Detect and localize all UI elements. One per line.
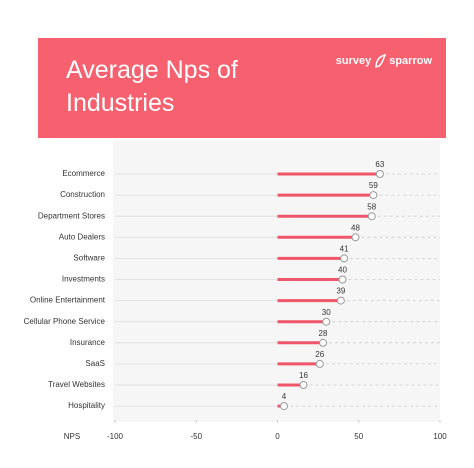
category-label: Online Entertainment	[30, 296, 106, 305]
category-label: Ecommerce	[62, 169, 105, 178]
x-tick-label: 100	[433, 432, 447, 441]
category-label: Insurance	[70, 338, 106, 347]
category-label: Cellular Phone Service	[24, 317, 106, 326]
brand-icon	[375, 54, 387, 68]
value-label: 58	[367, 202, 376, 211]
value-label: 41	[340, 245, 349, 254]
dot	[369, 191, 378, 200]
value-label: 26	[315, 350, 324, 359]
value-label: 16	[299, 371, 308, 380]
dot	[299, 381, 308, 389]
dot	[340, 254, 349, 263]
category-label: SaaS	[85, 359, 105, 368]
dot	[280, 402, 288, 411]
dot	[319, 338, 327, 347]
value-label: 30	[322, 308, 331, 317]
x-tick-label: 0	[275, 432, 280, 441]
dot	[322, 317, 331, 326]
value-label: 28	[319, 329, 328, 338]
category-label: Auto Dealers	[59, 232, 105, 241]
x-tick-label: -100	[107, 432, 124, 441]
x-axis-label: NPS	[64, 432, 80, 441]
dot	[367, 212, 376, 221]
category-label: Software	[73, 254, 105, 263]
value-label: 4	[282, 392, 287, 401]
chart-title: Average Nps of Industries	[66, 56, 238, 117]
brand-text: survey	[335, 55, 372, 67]
dot	[315, 359, 324, 368]
value-label: 48	[351, 223, 360, 232]
value-label: 39	[336, 287, 345, 296]
dot	[338, 275, 347, 284]
category-label: Hospitality	[68, 401, 105, 410]
category-label: Travel Websites	[48, 380, 105, 389]
category-label: Construction	[60, 190, 105, 199]
value-label: 63	[375, 160, 384, 169]
dot	[336, 296, 345, 305]
x-tick-label: -50	[190, 432, 202, 441]
dot	[351, 233, 360, 242]
value-label: 59	[369, 181, 378, 190]
brand-text: sparrow	[389, 55, 432, 67]
category-label: Department Stores	[38, 211, 105, 220]
dot	[375, 170, 384, 178]
value-label: 40	[338, 266, 347, 275]
x-tick-label: 50	[354, 432, 363, 441]
plot-background	[113, 140, 440, 422]
header: Average Nps of Industries survey sparrow	[38, 38, 446, 138]
category-label: Investments	[62, 275, 105, 284]
brand-logo: survey sparrow	[336, 54, 432, 68]
